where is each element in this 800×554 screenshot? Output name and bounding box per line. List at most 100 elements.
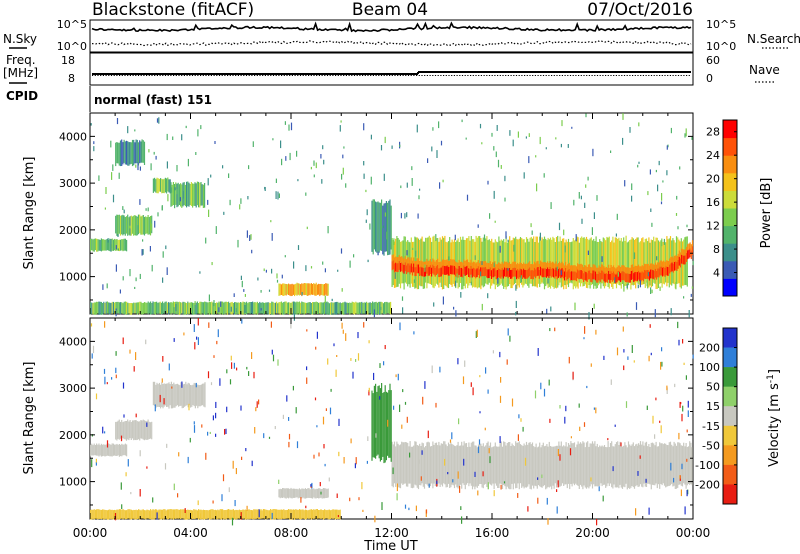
colorbar-segment bbox=[723, 134, 737, 139]
heatmap-cell bbox=[288, 283, 290, 295]
scatter-cell bbox=[315, 346, 317, 350]
heatmap-cell bbox=[166, 383, 168, 407]
heatmap-cell bbox=[607, 441, 609, 484]
heatmap-cell bbox=[425, 267, 427, 277]
scatter-cell bbox=[112, 164, 114, 171]
heatmap-cell bbox=[296, 282, 298, 296]
scatter-cell bbox=[684, 506, 686, 515]
scatter-cell bbox=[189, 437, 191, 443]
heatmap-cell bbox=[253, 302, 255, 315]
heatmap-cell bbox=[389, 383, 391, 458]
heatmap-cell bbox=[572, 265, 574, 272]
heatmap-cell bbox=[108, 509, 110, 520]
heatmap-cell bbox=[195, 302, 197, 315]
colorbar-segment bbox=[723, 161, 737, 165]
scatter-cell bbox=[221, 494, 223, 502]
heatmap-cell bbox=[144, 302, 146, 314]
heatmap-cell bbox=[636, 266, 638, 273]
scatter-cell bbox=[233, 362, 235, 369]
heatmap-cell bbox=[612, 265, 615, 272]
heatmap-cell bbox=[541, 261, 543, 268]
heatmap-cell bbox=[432, 258, 434, 265]
heatmap-cell bbox=[324, 509, 326, 519]
heatmap-cell bbox=[183, 182, 185, 206]
heatmap-cell bbox=[504, 261, 506, 268]
heatmap-cell bbox=[301, 509, 303, 520]
heatmap-cell bbox=[628, 267, 630, 274]
scatter-cell bbox=[531, 230, 533, 235]
heatmap-cell bbox=[558, 441, 560, 488]
heatmap-cell bbox=[635, 444, 637, 487]
heatmap-cell bbox=[490, 270, 493, 279]
heatmap-cell bbox=[633, 273, 635, 282]
scatter-cell bbox=[300, 497, 302, 503]
heatmap-cell bbox=[608, 270, 610, 280]
heatmap-cell bbox=[115, 142, 117, 167]
scatter-cell bbox=[682, 405, 684, 412]
scatter-cell bbox=[172, 136, 174, 140]
heatmap-cell bbox=[140, 510, 142, 519]
heatmap-cell bbox=[136, 139, 138, 164]
heatmap-cell bbox=[577, 263, 579, 270]
heatmap-cell bbox=[151, 421, 153, 440]
heatmap-cell bbox=[472, 267, 475, 277]
heatmap-cell bbox=[525, 263, 527, 270]
scatter-cell bbox=[292, 385, 294, 391]
colorbar-segment bbox=[723, 169, 737, 174]
heatmap-cell bbox=[98, 239, 100, 251]
heatmap-cell bbox=[210, 509, 212, 520]
heatmap-cell bbox=[499, 262, 501, 269]
heatmap-cell bbox=[396, 257, 398, 264]
heatmap-cell bbox=[127, 302, 129, 315]
heatmap-cell bbox=[319, 488, 321, 499]
heatmap-cell bbox=[575, 266, 577, 273]
scatter-cell bbox=[419, 188, 421, 191]
scatter-cell bbox=[475, 331, 477, 338]
heatmap-cell bbox=[307, 488, 309, 498]
heatmap-cell bbox=[164, 383, 166, 406]
scatter-cell bbox=[676, 195, 678, 200]
scatter-cell bbox=[248, 165, 250, 170]
scatter-cell bbox=[404, 401, 407, 405]
heatmap-cell bbox=[407, 442, 409, 487]
heatmap-cell bbox=[405, 265, 408, 275]
heatmap-cell bbox=[550, 268, 552, 278]
heatmap-cell bbox=[389, 199, 391, 255]
heatmap-cell bbox=[198, 509, 200, 520]
heatmap-cell bbox=[590, 273, 592, 282]
heatmap-cell bbox=[382, 303, 384, 314]
heatmap-cell bbox=[547, 446, 549, 487]
heatmap-cell bbox=[427, 267, 429, 277]
heatmap-cell bbox=[143, 141, 146, 165]
heatmap-cell bbox=[623, 265, 625, 272]
scatter-cell bbox=[480, 271, 482, 277]
scatter-cell bbox=[155, 155, 157, 160]
scatter-cell bbox=[399, 144, 401, 147]
heatmap-cell bbox=[177, 509, 179, 519]
scatter-cell bbox=[479, 123, 482, 129]
heatmap-cell bbox=[601, 445, 603, 487]
heatmap-cell bbox=[576, 444, 578, 485]
heatmap-cell bbox=[633, 446, 636, 489]
heatmap-cell bbox=[187, 509, 189, 520]
scatter-cell bbox=[363, 173, 365, 179]
heatmap-cell bbox=[457, 268, 459, 278]
scatter-cell bbox=[205, 237, 207, 244]
heatmap-cell bbox=[318, 283, 320, 295]
colorbar-segment bbox=[723, 190, 737, 194]
heatmap-cell bbox=[129, 420, 131, 439]
scatter-cell bbox=[149, 246, 151, 252]
scatter-cell bbox=[638, 443, 640, 448]
scatter-cell bbox=[352, 371, 354, 379]
scatter-cell bbox=[484, 427, 486, 431]
heatmap-cell bbox=[289, 509, 291, 520]
heatmap-cell bbox=[373, 302, 375, 314]
heatmap-cell bbox=[648, 444, 650, 484]
heatmap-cell bbox=[91, 238, 93, 251]
scatter-cell bbox=[328, 477, 330, 482]
scatter-cell bbox=[559, 405, 561, 409]
scatter-cell bbox=[197, 500, 199, 506]
scatter-cell bbox=[537, 348, 539, 356]
scatter-cell bbox=[174, 187, 176, 191]
